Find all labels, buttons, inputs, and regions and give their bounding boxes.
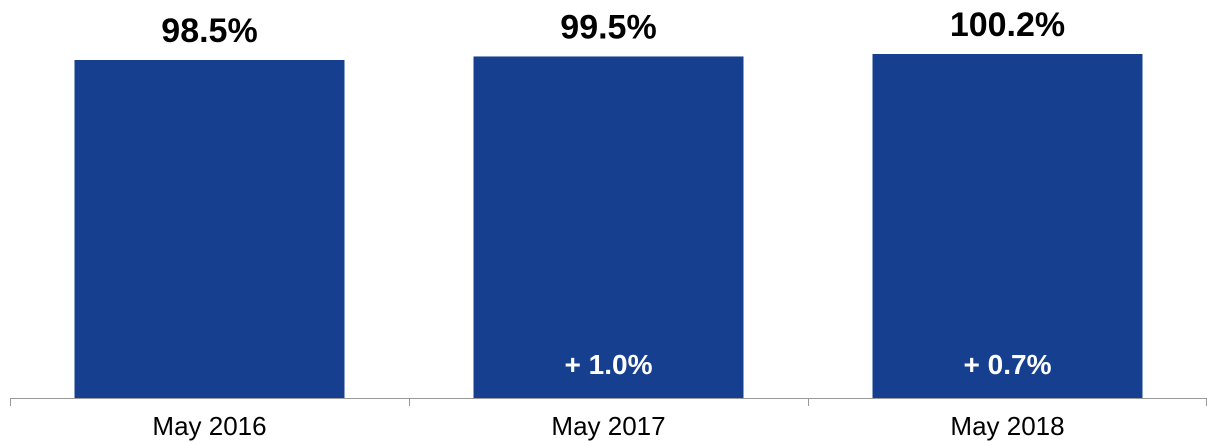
bar-3 bbox=[872, 54, 1143, 398]
change-label-3: + 0.7% bbox=[964, 349, 1052, 380]
x-tick-label-3: May 2018 bbox=[950, 411, 1064, 441]
bar-2 bbox=[473, 56, 744, 399]
value-label-1: 98.5% bbox=[161, 12, 257, 50]
x-tick-label-2: May 2017 bbox=[551, 411, 665, 441]
bar-1 bbox=[74, 60, 345, 398]
x-tick-label-1: May 2016 bbox=[152, 411, 266, 441]
bars-group bbox=[74, 54, 1143, 399]
value-label-2: 99.5% bbox=[560, 8, 656, 46]
value-labels-group: 98.5% 99.5% 100.2% bbox=[161, 6, 1065, 50]
change-label-2: + 1.0% bbox=[565, 349, 653, 380]
change-labels-group: + 1.0% + 0.7% bbox=[565, 349, 1052, 380]
x-axis-tick-labels-group: May 2016 May 2017 May 2018 bbox=[152, 411, 1064, 441]
x-axis-ticks-group bbox=[10, 398, 1207, 406]
value-label-3: 100.2% bbox=[950, 6, 1065, 44]
